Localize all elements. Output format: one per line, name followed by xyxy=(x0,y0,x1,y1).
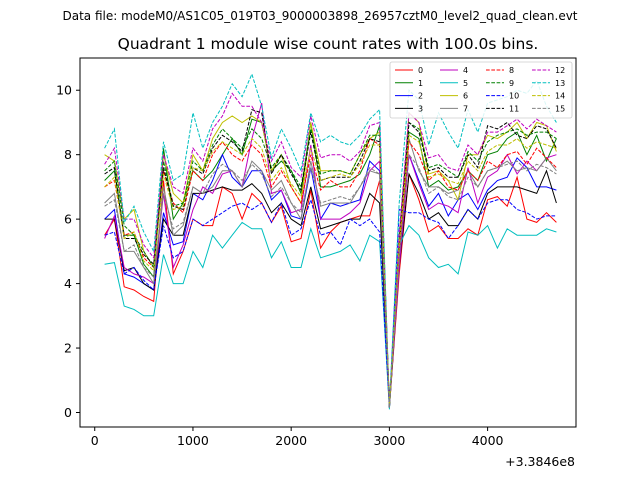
legend-label-10: 10 xyxy=(509,92,519,101)
series-line-9 xyxy=(104,121,557,407)
series-line-4 xyxy=(104,102,557,407)
legend-label-11: 11 xyxy=(509,104,519,113)
series-line-15 xyxy=(104,153,557,408)
series-line-5 xyxy=(104,221,557,410)
series-line-10 xyxy=(104,198,557,408)
legend-label-1: 1 xyxy=(418,79,423,88)
series-line-14 xyxy=(104,134,557,407)
legend-label-6: 6 xyxy=(463,92,468,101)
y-tick-label: 10 xyxy=(56,83,72,98)
y-tick-label: 4 xyxy=(64,276,72,291)
legend-label-15: 15 xyxy=(555,104,565,113)
series-line-13 xyxy=(104,72,557,407)
x-tick-label: 2000 xyxy=(275,433,307,448)
legend-box xyxy=(389,61,573,119)
legend-label-13: 13 xyxy=(555,79,565,88)
legend-label-5: 5 xyxy=(463,79,468,88)
x-tick-label: 4000 xyxy=(472,433,504,448)
series-line-1 xyxy=(104,118,557,407)
y-tick-label: 6 xyxy=(64,212,72,227)
legend-label-4: 4 xyxy=(463,66,468,75)
axis-ticks: 0 1000 2000 3000 4000 0 2 4 6 8 10 xyxy=(56,83,503,448)
x-tick-label: 0 xyxy=(91,433,99,448)
chart-title: Quadrant 1 module wise count rates with … xyxy=(118,35,539,53)
legend-label-0: 0 xyxy=(418,66,423,75)
axes-spines xyxy=(79,57,577,428)
x-tick-label: 3000 xyxy=(373,433,405,448)
figure-suptitle: Data file: modeM0/AS1C05_019T03_90000038… xyxy=(62,9,577,23)
legend-label-8: 8 xyxy=(509,66,514,75)
x-tick-label: 1000 xyxy=(177,433,209,448)
legend-label-7: 7 xyxy=(463,104,468,113)
y-tick-label: 0 xyxy=(64,405,72,420)
series-line-11 xyxy=(104,108,557,407)
series-line-8 xyxy=(104,137,557,407)
legend-label-2: 2 xyxy=(418,92,423,101)
legend-label-3: 3 xyxy=(418,104,423,113)
axes-frame xyxy=(79,57,577,428)
plot-area xyxy=(104,72,557,410)
legend-label-12: 12 xyxy=(555,66,565,75)
series-line-12 xyxy=(104,92,557,407)
series-line-0 xyxy=(104,173,557,408)
legend-label-14: 14 xyxy=(555,92,565,101)
y-tick-label: 8 xyxy=(64,147,72,162)
legend-label-9: 9 xyxy=(509,79,514,88)
x-offset-label: +3.3846e8 xyxy=(505,454,575,469)
series-line-3 xyxy=(104,169,557,408)
y-tick-label: 2 xyxy=(64,341,72,356)
